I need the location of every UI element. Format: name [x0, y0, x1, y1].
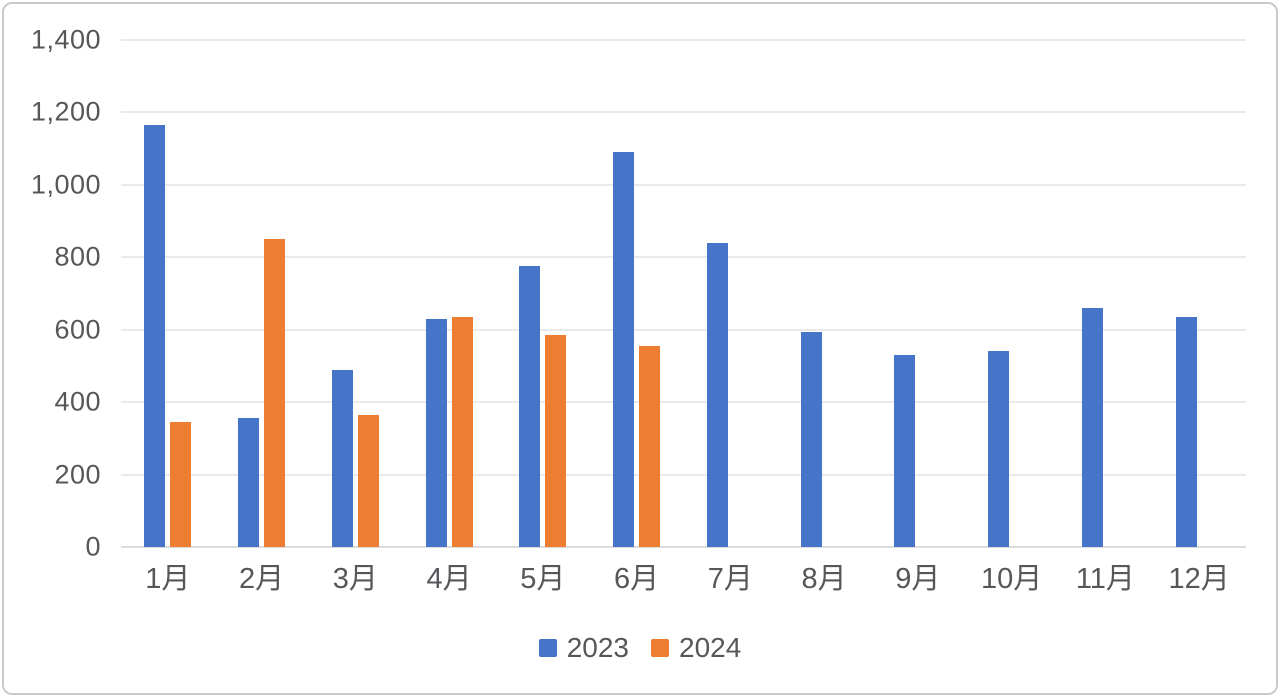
month-group-1 [121, 40, 215, 547]
y-tick-label-600: 600 [54, 314, 101, 345]
bar-2023-month-10 [988, 351, 1010, 547]
month-group-3 [309, 40, 403, 547]
bars-layer [121, 40, 1246, 547]
bar-2024-month-6 [639, 346, 661, 547]
bar-2023-month-6 [613, 152, 635, 547]
legend-swatch-2023 [538, 639, 557, 657]
gridline-400 [121, 401, 1246, 404]
legend-entry-2023: 2023 [538, 632, 629, 664]
x-tick-label-12: 12月 [1168, 563, 1230, 595]
bar-2024-month-1 [170, 422, 192, 547]
gridline-1200 [121, 111, 1246, 114]
bar-2023-month-9 [894, 355, 916, 547]
bar-2024-month-4 [451, 317, 473, 547]
y-axis-labels: 0 200 400 600 800 1,000 1,200 1,400 [4, 25, 101, 562]
bar-2024-month-2 [264, 239, 286, 547]
y-tick-label-0: 0 [85, 531, 101, 562]
month-group-11 [1059, 40, 1153, 547]
y-tick-label-1200: 1,200 [30, 96, 101, 127]
x-tick-label-1: 1月 [145, 563, 191, 595]
bar-2024-month-3 [357, 414, 379, 547]
x-tick-label-11: 11月 [1075, 563, 1135, 595]
gridline-1000 [121, 183, 1246, 186]
x-tick-label-7: 7月 [707, 563, 753, 595]
x-tick-label-10: 10月 [980, 563, 1043, 595]
legend-label-2023: 2023 [566, 632, 629, 663]
month-group-12 [1152, 40, 1246, 547]
month-group-4 [402, 40, 496, 547]
bar-2023-month-1 [144, 125, 166, 547]
month-group-6 [590, 40, 684, 547]
bar-2023-month-3 [331, 369, 353, 547]
chart-legend: 2023 2024 [4, 632, 1276, 664]
bar-2023-month-12 [1175, 317, 1197, 547]
month-group-9 [871, 40, 965, 547]
gridline-200 [121, 473, 1246, 476]
y-tick-label-800: 800 [54, 241, 101, 272]
y-tick-label-1400: 1,400 [30, 24, 101, 55]
x-axis-labels: 1月 2月 3月 4月 5月 6月 7月 8月 9月 10月 11月 12月 [121, 558, 1246, 600]
x-tick-label-2: 2月 [239, 563, 285, 595]
bar-2023-month-4 [425, 318, 447, 547]
y-tick-label-200: 200 [54, 459, 101, 490]
x-tick-label-6: 6月 [614, 563, 660, 595]
x-tick-label-4: 4月 [426, 563, 472, 595]
gridline-1400 [121, 39, 1246, 41]
month-group-10 [965, 40, 1059, 547]
y-tick-label-400: 400 [54, 386, 101, 417]
bar-2024-month-5 [545, 335, 567, 547]
legend-label-2024: 2024 [679, 632, 742, 663]
bar-2023-month-2 [238, 418, 260, 547]
month-group-5 [496, 40, 590, 547]
x-tick-label-3: 3月 [332, 563, 378, 595]
bar-2023-month-11 [1081, 308, 1103, 547]
gridline-600 [121, 328, 1246, 331]
x-tick-label-8: 8月 [801, 563, 847, 595]
x-tick-label-5: 5月 [520, 563, 566, 595]
legend-entry-2024: 2024 [651, 632, 741, 664]
bar-2023-month-8 [800, 331, 822, 547]
bar-2023-month-7 [706, 242, 728, 547]
x-tick-label-9: 9月 [895, 563, 941, 595]
month-group-2 [215, 40, 309, 547]
legend-swatch-2024 [651, 639, 669, 657]
bar-2023-month-5 [519, 266, 541, 547]
y-tick-label-1000: 1,000 [30, 169, 101, 200]
gridline-0 [121, 546, 1246, 548]
month-group-8 [777, 40, 871, 547]
plot-area [121, 39, 1246, 548]
gridline-800 [121, 256, 1246, 259]
month-group-7 [684, 40, 778, 547]
